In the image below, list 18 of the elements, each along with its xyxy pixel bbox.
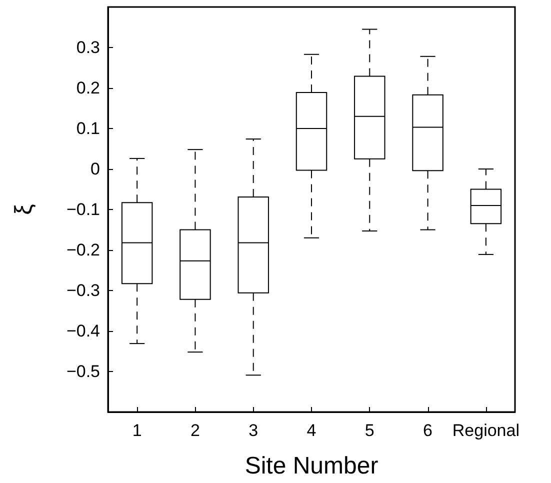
y-tick-label: 0	[90, 160, 100, 178]
x-tick-label: 5	[364, 421, 374, 440]
y-tick-label: 0.2	[76, 78, 100, 98]
x-tick-label: 4	[306, 421, 316, 440]
y-tick-label: −0.4	[66, 322, 100, 340]
y-axis-title: ξ	[10, 204, 38, 215]
x-tick-label: 2	[190, 421, 200, 440]
x-tick-label: 3	[248, 421, 258, 440]
x-tick-label: 1	[132, 421, 142, 440]
y-tick-label: −0.2	[66, 240, 100, 260]
x-tick-label: 6	[423, 421, 433, 440]
y-tick-label: −0.5	[66, 362, 100, 381]
x-tick-label: Regional	[452, 421, 520, 440]
y-tick-label: −0.1	[66, 200, 100, 219]
y-tick-label: 0.1	[76, 119, 100, 138]
y-tick-label: 0.3	[76, 38, 100, 57]
y-tick-label: −0.3	[66, 281, 100, 300]
x-axis-title: Site Number	[244, 452, 378, 480]
